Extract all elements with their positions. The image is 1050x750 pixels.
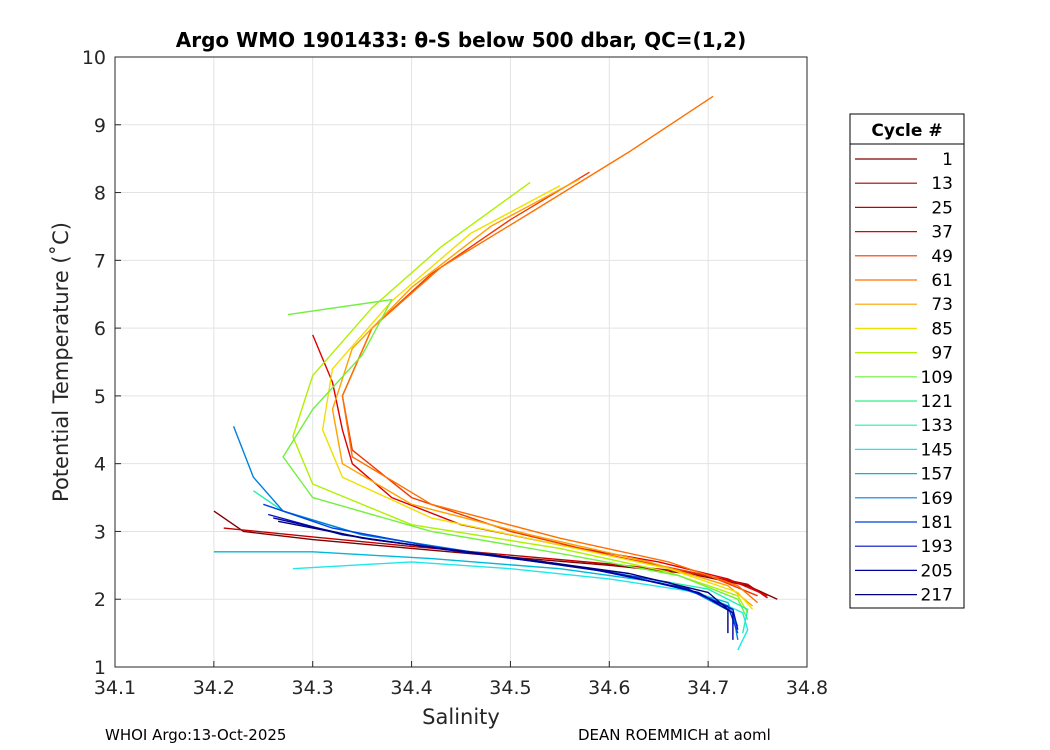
profile-line-cycle-133	[253, 490, 749, 634]
y-axis-ticks: 1 2 3 4 5 6 7 8 9 10	[82, 47, 121, 679]
footer-left: WHOI Argo:13-Oct-2025	[105, 726, 287, 744]
legend-label: 193	[921, 537, 953, 557]
profile-line-cycle-49	[341, 171, 758, 597]
y-tick-label: 3	[94, 521, 106, 543]
x-axis-label: Salinity	[422, 705, 500, 729]
y-tick-label: 8	[94, 183, 106, 205]
x-tick-label: 34.7	[687, 677, 729, 699]
legend-label: 49	[931, 247, 953, 267]
legend-label: 217	[921, 586, 953, 606]
legend-label: 181	[921, 513, 953, 533]
legend-label: 109	[921, 368, 953, 388]
y-tick-label: 5	[94, 386, 106, 408]
x-tick-label: 34.6	[588, 677, 630, 699]
y-tick-label: 2	[94, 589, 106, 611]
profile-line-cycle-97	[292, 181, 749, 614]
profile-line-cycle-169	[232, 426, 739, 641]
y-tick-label: 7	[94, 250, 106, 272]
legend-label: 37	[931, 223, 953, 243]
y-axis-label: Potential Temperature (˚C)	[49, 222, 73, 502]
legend-label: 97	[931, 344, 953, 364]
profile-line-cycle-109	[282, 298, 749, 620]
profile-line-cycle-25	[223, 527, 768, 599]
profile-line-cycle-157	[213, 551, 739, 627]
x-tick-label: 34.5	[489, 677, 531, 699]
footer-right: DEAN ROEMMICH at aoml	[578, 726, 771, 744]
legend-label: 25	[931, 198, 953, 218]
y-tick-label: 4	[94, 454, 106, 476]
profile-line-cycle-73	[331, 178, 754, 607]
legend-label: 13	[931, 174, 953, 194]
x-tick-label: 34.3	[292, 677, 334, 699]
plot-frame	[114, 56, 808, 668]
x-tick-label: 34.1	[94, 677, 136, 699]
profile-line-cycle-205	[273, 517, 734, 640]
x-tick-label: 34.2	[193, 677, 235, 699]
legend-items: 1 13 25 37 49 61 73 85 97 109 121 133 145 157 169 181 19…	[855, 150, 953, 606]
x-tick-label: 34.8	[786, 677, 828, 699]
profile-line-cycle-217	[277, 520, 729, 634]
legend-title: Cycle #	[871, 121, 942, 141]
legend-label: 85	[931, 319, 953, 339]
profile-line-cycle-145	[292, 561, 749, 651]
y-tick-label: 10	[82, 47, 106, 69]
profile-line-cycle-85	[321, 185, 754, 610]
y-tick-label: 6	[94, 318, 106, 340]
legend-label: 133	[921, 416, 953, 436]
legend-label: 169	[921, 489, 953, 509]
legend-box	[849, 113, 965, 609]
chart-title: Argo WMO 1901433: θ-S below 500 dbar, QC…	[176, 28, 746, 52]
y-tick-label: 9	[94, 115, 106, 137]
legend-label: 61	[931, 271, 953, 291]
legend-label: 73	[931, 295, 953, 315]
legend-label: 205	[921, 561, 953, 581]
legend-label: 145	[921, 440, 953, 460]
profile-line-cycle-37	[312, 334, 768, 597]
x-axis-ticks: 34.1 34.2 34.3 34.4 34.5 34.6 34.7 34.8	[94, 661, 828, 699]
profile-lines	[213, 95, 778, 651]
profile-line-cycle-61	[341, 95, 759, 604]
legend: Cycle # 1 13 25 37 49 61 73 85 97 109 121 133 145 157…	[849, 113, 965, 609]
legend-label: 157	[921, 465, 953, 485]
x-tick-label: 34.4	[390, 677, 432, 699]
legend-label: 121	[921, 392, 953, 412]
legend-label: 1	[942, 150, 953, 170]
y-tick-label: 1	[94, 657, 106, 679]
